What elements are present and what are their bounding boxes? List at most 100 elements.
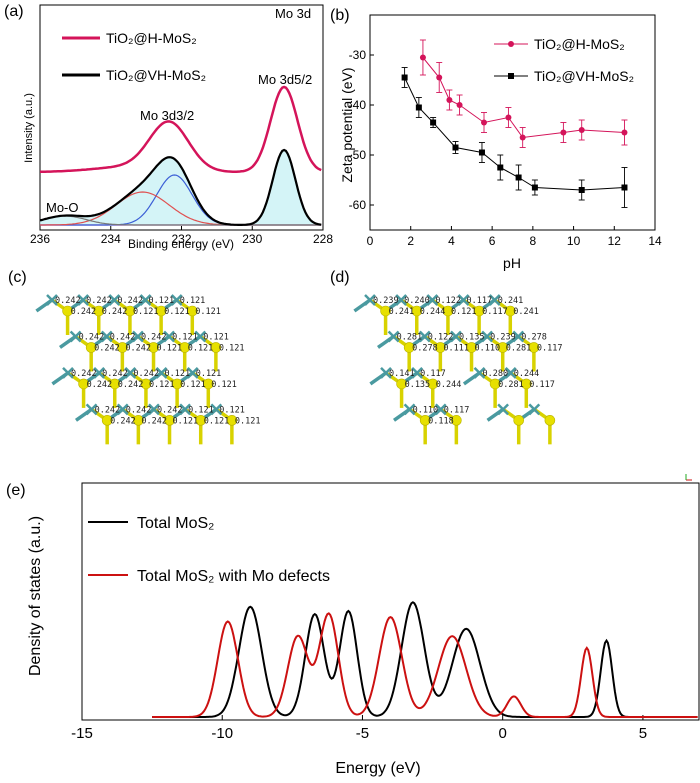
charge-label-mo: 0.242 [55,296,81,306]
legend-label-b-vh: TiO₂@VH-MoS₂ [534,68,634,84]
s-atom [109,378,121,390]
mo-atom [186,367,199,379]
s-atom [202,378,214,390]
s-atom [411,305,423,317]
charge-label-s: 0.117 [529,380,555,390]
b-point [505,114,512,121]
b-xtick-label: 14 [648,234,662,248]
s-atom [427,378,439,390]
b-ytick-label: -40 [349,98,367,112]
s-atom [148,342,159,353]
s-atom [442,305,454,317]
s-atom [101,415,113,426]
mo-atom [116,403,129,416]
charge-label-s: 0.121 [219,343,245,353]
charge-label-s: 0.135 [405,380,431,390]
mo-atom [403,403,416,416]
charge-label-s: 0.121 [451,307,477,317]
charge-label-s: 0.241 [389,307,415,317]
s-atom [171,378,183,390]
s-atom [133,415,144,426]
charge-label-s: 0.244 [420,307,446,317]
charge-label-mo: 0.244 [514,369,540,379]
charge-label-mo: 0.242 [95,405,121,415]
s-atom [403,342,415,353]
panel-label-d: (d) [330,269,350,286]
s-atom [85,342,97,353]
s-atom [513,415,525,426]
mo-atom [481,330,494,343]
s-atom [226,415,238,426]
charge-label-mo: 0.121 [219,405,245,415]
s-atom [78,378,89,390]
charge-label-mo: 0.121 [165,369,191,379]
panel-a-curves [39,85,322,226]
s-atom [62,305,73,317]
e-xtick-label: -5 [356,725,369,742]
charge-label-s: 0.242 [94,343,120,353]
b-point [621,129,628,136]
b-point [430,119,437,126]
mo-atom [108,294,121,306]
charge-label-mo: 0.242 [117,296,143,306]
mo-atom [426,294,439,306]
s-atom [164,415,175,426]
charge-label-mo: 0.241 [498,296,524,306]
charge-label-s: 0.278 [412,343,438,353]
b-point [419,54,426,61]
charge-label-mo: 0.240 [404,296,430,306]
mo-atom [148,403,160,416]
b-point [515,174,522,181]
mo-atom [380,367,392,379]
annotation-mo3d: Mo 3d [275,6,311,21]
charge-label-mo: 0.242 [157,405,183,415]
charge-label-mo: 0.121 [196,369,222,379]
mo-atom [62,367,74,379]
charge-label-s: 0.121 [180,380,206,390]
s-atom [419,415,431,426]
mo-atom [364,294,376,306]
b-series-line-0 [422,57,625,139]
charge-label-s: 0.242 [110,416,136,426]
charge-label-s: 0.242 [71,307,97,317]
charge-label-s: 0.244 [436,380,462,390]
b-point [497,164,504,171]
s-atom [451,415,462,426]
panel-a-peak-fills [39,149,323,226]
mo-atom [139,294,152,306]
b-point [578,187,585,193]
charge-label-s: 0.121 [164,307,190,317]
mo-atom [124,367,137,379]
b-ytick-label: -50 [349,148,367,162]
mo-atom [457,294,470,306]
s-atom [380,305,391,317]
mo-atom [387,330,400,343]
mo-atom [395,294,408,306]
charge-label-mo: 0.280 [483,369,509,379]
peak-fill-moo [39,215,322,226]
curve-vh-mos2 [39,148,322,226]
b-ytick-label: -60 [349,198,367,212]
charge-label-s: 0.121 [235,416,261,426]
mo-atom [85,403,98,416]
charge-label-s: 0.121 [157,343,183,353]
charge-label-mo: 0.121 [188,405,214,415]
panel-c-mos2-lattice: 0.2420.2420.2420.2420.2420.1210.1210.121… [35,294,261,445]
charge-label-mo: 0.242 [141,332,167,342]
mo-atom [77,294,90,306]
panel-label-c: (c) [8,269,27,286]
b-point [519,134,526,141]
a-xtick-label: 228 [313,232,333,246]
legend-marker-b-h [508,41,514,47]
s-atom [466,342,477,353]
b-point [452,144,459,151]
legend-label-b-h: TiO₂@H-MoS₂ [534,36,625,52]
b-series-line-1 [404,77,625,191]
charge-label-mo: 0.242 [110,332,136,342]
b-xtick-label: 4 [448,234,455,248]
charge-label-mo: 0.281 [397,332,423,342]
charge-label-s: 0.242 [118,380,144,390]
panel-d-defect-lattice: 0.2390.2410.2400.2440.1220.1210.1170.117… [353,294,562,445]
s-atom [93,305,105,317]
charge-label-s: 0.242 [141,416,167,426]
